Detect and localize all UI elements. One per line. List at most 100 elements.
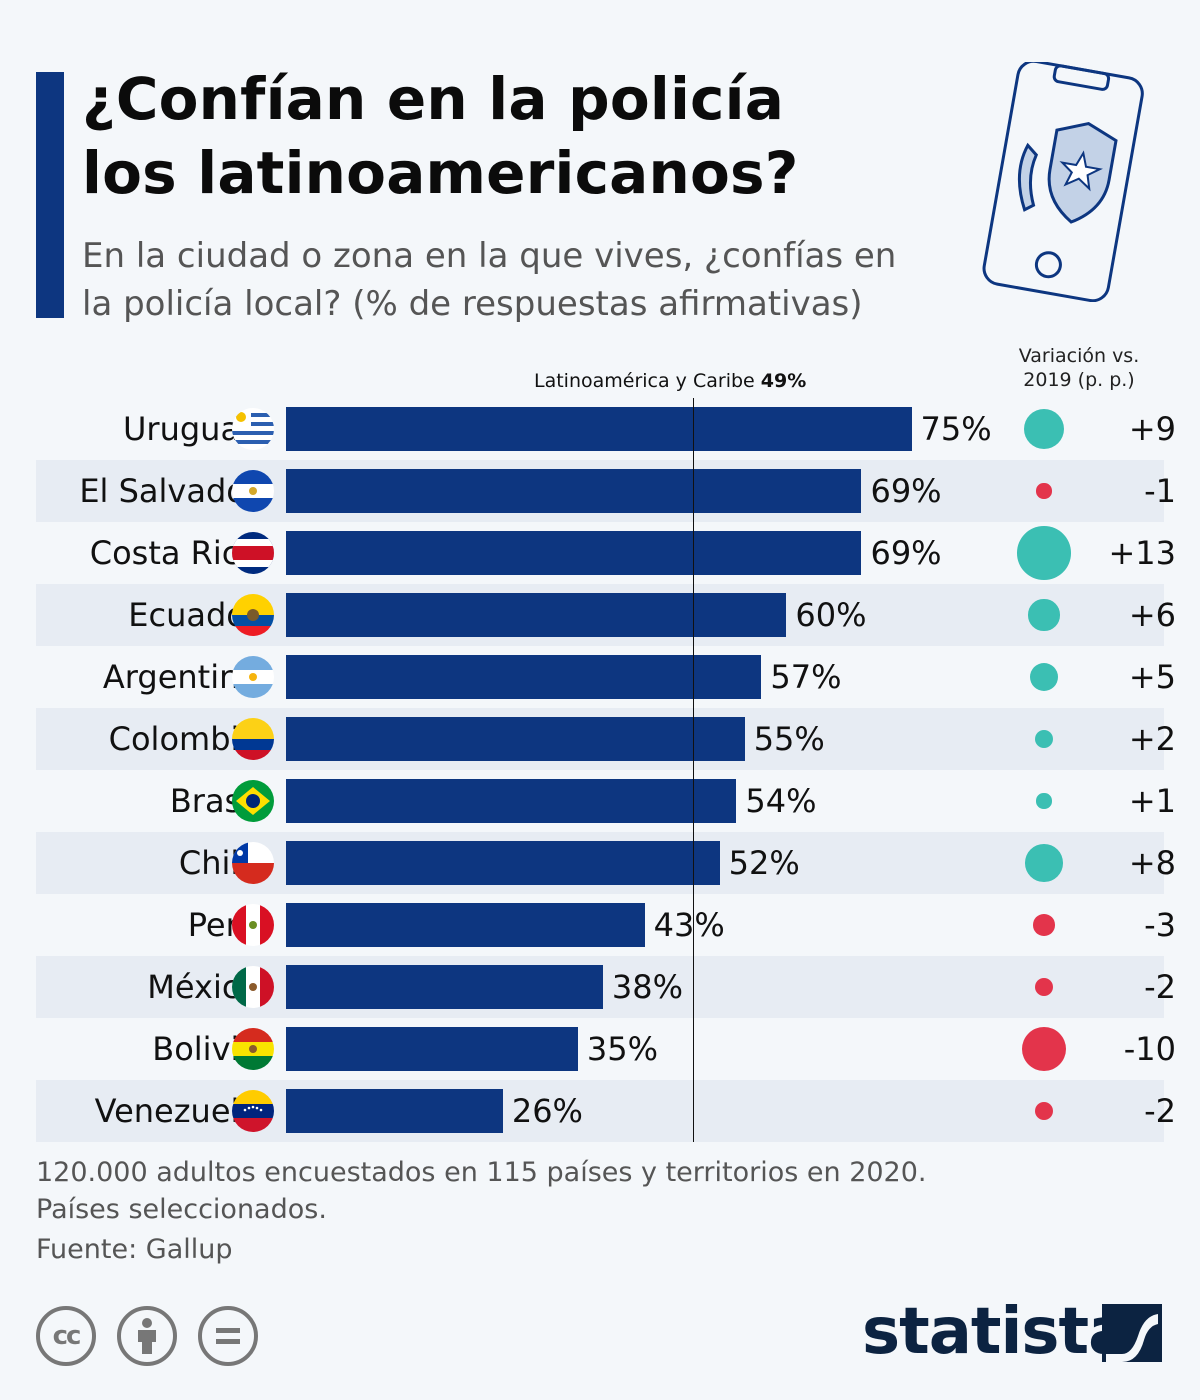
subtitle-line-1: En la ciudad o zona en la que vives, ¿co…	[82, 236, 897, 276]
bar	[286, 1027, 578, 1071]
change-label: +1	[1128, 782, 1176, 820]
change-label: -3	[1144, 906, 1176, 944]
footnote-line-2: Países seleccionados.	[36, 1194, 327, 1225]
bar-value-label: 35%	[586, 1030, 659, 1068]
uruguay-flag-icon	[232, 408, 274, 450]
table-row: Argentina 57% +5	[36, 646, 1176, 708]
table-row: Bolivia 35% -10	[36, 1018, 1176, 1080]
change-label: +6	[1128, 596, 1176, 634]
bar-chart: Uruguay 75% +9 El Salvador 69% -1 Costa Rica 69…	[36, 398, 1176, 1142]
table-row: México 38% -2	[36, 956, 1176, 1018]
bar-value-label: 69%	[870, 534, 942, 572]
country-label: El Salvador	[79, 472, 259, 510]
change-label: -10	[1123, 1030, 1176, 1068]
change-dot	[1036, 483, 1052, 499]
footnote: 120.000 adultos encuestados en 115 paíse…	[36, 1154, 927, 1228]
average-reference-line	[693, 398, 694, 1142]
change-label: +8	[1128, 844, 1176, 882]
bar-value-label: 60%	[795, 596, 867, 634]
brasil-flag-icon	[232, 780, 274, 822]
change-dot	[1036, 793, 1052, 809]
table-row: Chile 52% +8	[36, 832, 1176, 894]
bolivia-flag-icon	[232, 1028, 274, 1070]
argentina-flag-icon	[232, 656, 274, 698]
bar-value-label: 54%	[745, 782, 817, 820]
bar	[286, 531, 862, 575]
average-label-text: Latinoamérica y Caribe	[534, 370, 755, 392]
chile-flag-icon	[232, 842, 274, 884]
chart-title: ¿Confían en la policía los latinoamerica…	[82, 62, 799, 210]
table-row: Colombia 55% +2	[36, 708, 1176, 770]
mexico-flag-icon	[232, 966, 274, 1008]
change-dot	[1033, 914, 1055, 936]
bar-value-label: 26%	[511, 1092, 583, 1130]
el-salvador-flag-icon	[232, 470, 274, 512]
cc-icon[interactable]: cc	[36, 1306, 96, 1366]
country-label: Venezuela	[94, 1092, 259, 1130]
bar-value-label: 69%	[870, 472, 942, 510]
title-accent-bar	[36, 72, 64, 318]
costa-rica-flag-icon	[232, 532, 274, 574]
change-label: +9	[1128, 410, 1176, 448]
table-row: Perú 43% -3	[36, 894, 1176, 956]
variation-header-line-2: 2019 (p. p.)	[1023, 369, 1135, 391]
title-line-2: los latinoamericanos?	[82, 139, 799, 207]
bar	[286, 903, 645, 947]
venezuela-flag-icon	[232, 1090, 274, 1132]
average-value: 49%	[760, 370, 807, 392]
no-derivatives-icon[interactable]	[198, 1306, 259, 1366]
bar-value-label: 52%	[728, 844, 800, 882]
bar	[286, 1089, 503, 1133]
bar-value-label: 43%	[653, 906, 725, 944]
table-row: Costa Rica 69% +13	[36, 522, 1176, 584]
peru-flag-icon	[232, 904, 274, 946]
change-dot	[1034, 977, 1054, 997]
bar	[286, 655, 762, 699]
subtitle-line-2: la policía local? (% de respuestas afirm…	[82, 284, 863, 324]
police-phone-icon	[982, 62, 1144, 302]
attribution-icon[interactable]	[117, 1306, 178, 1366]
change-label: -2	[1144, 968, 1176, 1006]
change-label: +13	[1108, 534, 1176, 572]
bar	[286, 407, 912, 451]
license-icons: cc	[36, 1306, 274, 1366]
footnote-line-1: 120.000 adultos encuestados en 115 paíse…	[36, 1157, 927, 1188]
table-row: Brasil 54% +1	[36, 770, 1176, 832]
change-label: +5	[1128, 658, 1176, 696]
change-dot	[1022, 1027, 1066, 1071]
change-label: -1	[1144, 472, 1176, 510]
bar	[286, 779, 737, 823]
ecuador-flag-icon	[232, 594, 274, 636]
change-dot	[1034, 729, 1054, 749]
bar	[286, 469, 862, 513]
change-label: -2	[1144, 1092, 1176, 1130]
table-row: El Salvador 69% -1	[36, 460, 1176, 522]
statista-logo-text: statista	[862, 1295, 1131, 1369]
change-dot	[1017, 526, 1071, 580]
table-row: Ecuador 60% +6	[36, 584, 1176, 646]
change-label: +2	[1128, 720, 1176, 758]
country-label: Costa Rica	[89, 534, 259, 572]
colombia-flag-icon	[232, 718, 274, 760]
table-row: Uruguay 75% +9	[36, 398, 1176, 460]
change-dot	[1034, 1101, 1054, 1121]
table-row: Venezuela 26% -2	[36, 1080, 1176, 1142]
change-dot	[1023, 408, 1065, 450]
change-dot	[1030, 663, 1058, 691]
change-dot	[1025, 844, 1063, 882]
source-text: Fuente: Gallup	[36, 1234, 233, 1265]
variation-header-line-1: Variación vs.	[1018, 345, 1140, 367]
bar-value-label: 57%	[770, 658, 842, 696]
average-label: Latinoamérica y Caribe 49%	[534, 370, 806, 392]
bar	[286, 717, 745, 761]
title-line-1: ¿Confían en la policía	[82, 65, 785, 133]
bar	[286, 841, 720, 885]
variation-header: Variación vs. 2019 (p. p.)	[996, 344, 1162, 392]
bar	[286, 965, 603, 1009]
change-dot	[1028, 599, 1060, 631]
bar-value-label: 75%	[920, 410, 992, 448]
bar	[286, 593, 787, 637]
bar-value-label: 38%	[611, 968, 684, 1006]
bar-value-label: 55%	[753, 720, 825, 758]
chart-subtitle: En la ciudad o zona en la que vives, ¿co…	[82, 232, 962, 328]
